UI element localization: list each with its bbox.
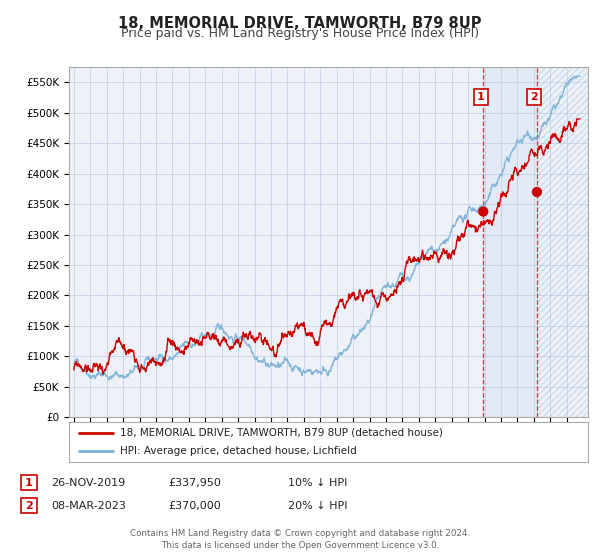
Text: 08-MAR-2023: 08-MAR-2023 <box>51 501 126 511</box>
Text: This data is licensed under the Open Government Licence v3.0.: This data is licensed under the Open Gov… <box>161 541 439 550</box>
Text: 18, MEMORIAL DRIVE, TAMWORTH, B79 8UP (detached house): 18, MEMORIAL DRIVE, TAMWORTH, B79 8UP (d… <box>120 428 443 437</box>
Text: 1: 1 <box>25 478 32 488</box>
Text: 10% ↓ HPI: 10% ↓ HPI <box>288 478 347 488</box>
Text: 26-NOV-2019: 26-NOV-2019 <box>51 478 125 488</box>
Text: 2: 2 <box>530 92 538 102</box>
Text: Contains HM Land Registry data © Crown copyright and database right 2024.: Contains HM Land Registry data © Crown c… <box>130 529 470 538</box>
Text: £370,000: £370,000 <box>168 501 221 511</box>
Text: 1: 1 <box>477 92 485 102</box>
Text: Price paid vs. HM Land Registry's House Price Index (HPI): Price paid vs. HM Land Registry's House … <box>121 27 479 40</box>
Text: 18, MEMORIAL DRIVE, TAMWORTH, B79 8UP: 18, MEMORIAL DRIVE, TAMWORTH, B79 8UP <box>118 16 482 31</box>
Text: HPI: Average price, detached house, Lichfield: HPI: Average price, detached house, Lich… <box>120 446 356 456</box>
Text: 20% ↓ HPI: 20% ↓ HPI <box>288 501 347 511</box>
Point <box>478 207 488 216</box>
Bar <box>537 67 588 417</box>
Text: £337,950: £337,950 <box>168 478 221 488</box>
Bar <box>483 67 537 417</box>
Bar <box>537 67 588 417</box>
Point <box>532 188 542 197</box>
Text: 2: 2 <box>25 501 32 511</box>
